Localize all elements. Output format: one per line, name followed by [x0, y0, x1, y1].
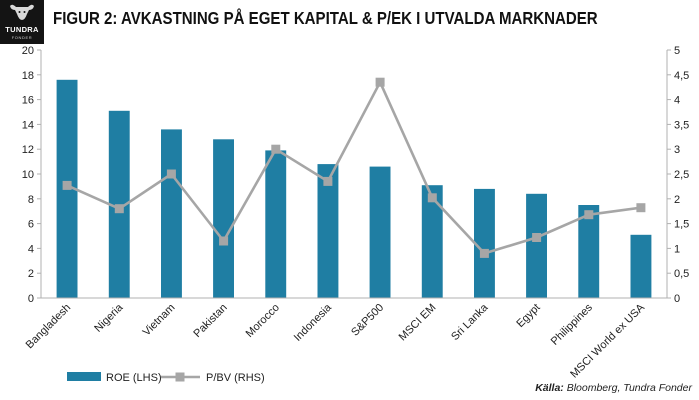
- x-tick-label: Philippines: [549, 301, 595, 347]
- y2-tick-label: 2,5: [674, 169, 689, 181]
- pbv-point-2: [166, 169, 176, 179]
- source-label: Källa:: [535, 382, 564, 394]
- page-title: FIGUR 2: AVKASTNING PÅ EGET KAPITAL & P/…: [53, 8, 598, 28]
- tundra-logo: TUNDRA FONDER: [0, 0, 44, 44]
- y2-tick-label: 4,5: [674, 70, 689, 82]
- y-tick-label: 6: [28, 219, 34, 231]
- bar-8: [474, 188, 495, 298]
- legend: ROE (LHS) P/BV (RHS): [67, 372, 265, 384]
- y-tick-label: 12: [22, 144, 34, 156]
- pbv-point-7: [427, 193, 437, 203]
- y-tick-label: 16: [22, 95, 34, 107]
- pbv-point-1: [114, 204, 124, 214]
- y-tick-label: 18: [22, 70, 34, 82]
- bar-5: [317, 164, 339, 298]
- brand-subname: FONDER: [11, 35, 33, 40]
- bar-7: [421, 185, 443, 298]
- x-axis-labels: Bangladesh Nigeria Vietnam Pakistan Morocco I…: [24, 301, 648, 380]
- pbv-point-6: [375, 77, 385, 87]
- bar-6: [369, 166, 391, 298]
- x-tick-label: MSCI EM: [397, 302, 439, 344]
- x-tick-label: Vietnam: [141, 302, 178, 339]
- y2-tick-label: 3,5: [674, 119, 689, 131]
- roe-bars: [56, 79, 652, 298]
- legend-roe-label: ROE (LHS): [106, 372, 162, 384]
- pbv-point-0: [62, 180, 72, 190]
- y-axis-right-ticks: 0 0,5 1 1,5 2 2,5 3 3,5 4 4,5 5: [667, 45, 689, 305]
- legend-pbv-marker: [175, 372, 185, 382]
- brand-name: TUNDRA: [5, 25, 39, 34]
- bar-2: [161, 129, 182, 298]
- legend-roe-swatch: [67, 372, 101, 381]
- pbv-markers: [62, 77, 646, 258]
- x-tick-label: Pakistan: [191, 302, 229, 340]
- x-tick-label: Indonesia: [292, 301, 335, 344]
- legend-pbv-label: P/BV (RHS): [206, 372, 265, 384]
- y-axis-left-ticks: 0 2 4 6 8 10 12 14 16 18 20: [22, 45, 41, 305]
- y2-tick-label: 1: [674, 243, 680, 255]
- x-tick-label: Sri Lanka: [449, 301, 491, 343]
- bar-4: [265, 150, 287, 298]
- x-tick-label: Bangladesh: [24, 302, 74, 352]
- pbv-point-10: [584, 210, 594, 220]
- y-tick-label: 0: [28, 293, 34, 305]
- y2-tick-label: 0,5: [674, 268, 689, 280]
- y2-tick-label: 5: [674, 45, 680, 57]
- pbv-point-9: [532, 233, 542, 242]
- y-tick-label: 10: [22, 169, 34, 181]
- chart-axes: [40, 50, 668, 299]
- y2-tick-label: 4: [674, 95, 680, 107]
- y2-tick-label: 2: [674, 194, 680, 206]
- bull-icon: [10, 4, 34, 20]
- pbv-point-8: [479, 248, 489, 258]
- bar-9: [526, 193, 547, 298]
- pbv-point-5: [323, 176, 333, 186]
- pbv-point-11: [636, 203, 646, 213]
- y-tick-label: 2: [28, 268, 34, 280]
- pbv-line: [66, 80, 642, 255]
- x-tick-label: Nigeria: [92, 301, 126, 335]
- y-tick-label: 14: [22, 119, 34, 131]
- y-tick-label: 4: [28, 243, 34, 255]
- bar-3: [213, 139, 234, 298]
- y2-tick-label: 1,5: [674, 219, 689, 231]
- source-note: Källa: Bloomberg, Tundra Fonder: [535, 382, 692, 394]
- bar-11: [630, 234, 652, 298]
- pbv-point-3: [219, 236, 229, 246]
- y-tick-label: 20: [22, 45, 34, 57]
- y-tick-label: 8: [28, 194, 34, 206]
- y2-tick-label: 0: [674, 293, 680, 305]
- x-tick-label: Egypt: [514, 302, 542, 330]
- x-tick-label: Morocco: [244, 302, 282, 340]
- x-tick-label: S&P500: [349, 302, 386, 339]
- source-text: Bloomberg, Tundra Fonder: [564, 382, 693, 394]
- y2-tick-label: 3: [674, 144, 680, 156]
- pbv-point-4: [271, 144, 281, 154]
- bar-10: [578, 205, 600, 298]
